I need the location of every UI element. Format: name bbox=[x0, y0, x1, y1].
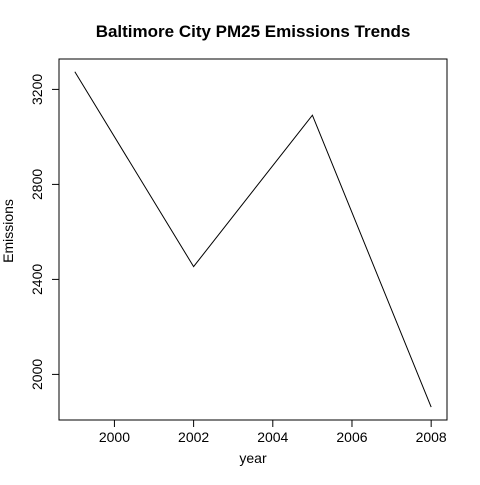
x-tick-label-2000: 2000 bbox=[99, 429, 130, 445]
y-tick-label-3200: 3200 bbox=[29, 74, 45, 105]
series-line-0 bbox=[74, 71, 432, 408]
x-tick-label-2004: 2004 bbox=[257, 429, 288, 445]
chart-title: Baltimore City PM25 Emissions Trends bbox=[96, 22, 411, 41]
x-axis: 2000 2002 2004 2006 2008 bbox=[99, 420, 447, 445]
plot-frame bbox=[58, 58, 448, 421]
y-axis: 2000 2400 2800 3200 bbox=[29, 74, 59, 390]
y-axis-label: Emissions bbox=[0, 199, 16, 263]
y-tick-label-2400: 2400 bbox=[29, 264, 45, 295]
y-tick-label-2000: 2000 bbox=[29, 359, 45, 390]
x-tick-label-2006: 2006 bbox=[336, 429, 367, 445]
x-tick-label-2008: 2008 bbox=[416, 429, 447, 445]
x-tick-label-2002: 2002 bbox=[178, 429, 209, 445]
y-tick-label-2800: 2800 bbox=[29, 169, 45, 200]
x-axis-label: year bbox=[239, 450, 267, 466]
series-layer bbox=[74, 71, 432, 408]
